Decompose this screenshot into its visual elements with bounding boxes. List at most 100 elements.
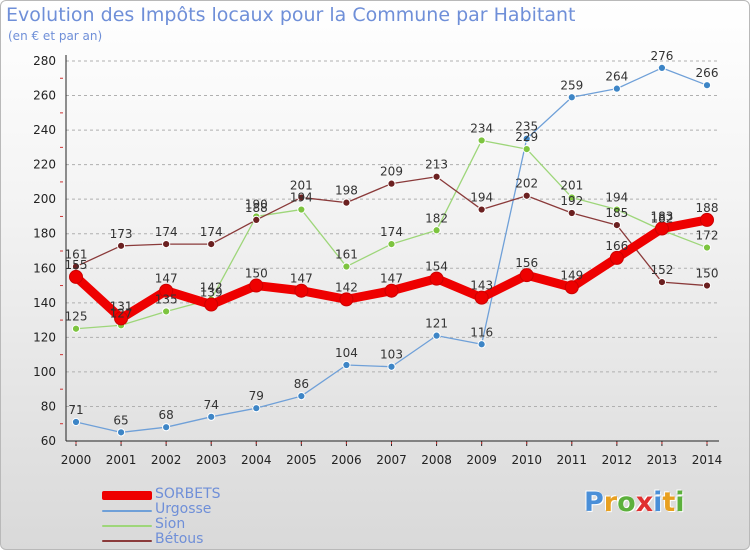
data-point-sion — [702, 243, 712, 252]
data-label-sion: 127 — [110, 306, 133, 320]
data-point-urgosse — [567, 93, 576, 102]
data-point-sion — [612, 205, 621, 214]
data-point-sorbets — [249, 278, 264, 293]
data-point-bétous — [297, 193, 306, 202]
data-label-sion: 229 — [515, 130, 538, 144]
data-label-sion: 194 — [290, 191, 313, 205]
data-label-urgosse: 264 — [605, 70, 628, 84]
data-label-sorbets: 154 — [425, 260, 448, 274]
x-tick-label: 2008 — [421, 453, 452, 467]
legend-label: Sion — [155, 516, 186, 532]
data-point-urgosse — [252, 404, 261, 413]
data-label-sorbets: 143 — [470, 279, 493, 293]
data-point-sorbets — [384, 283, 399, 298]
x-tick-label: 2011 — [557, 453, 588, 467]
data-label-bétous: 161 — [65, 248, 88, 262]
logo-letter: r — [603, 487, 618, 518]
x-tick-label: 2004 — [241, 453, 272, 467]
data-label-urgosse: 68 — [159, 408, 174, 422]
data-point-urgosse — [71, 417, 81, 427]
axes: 60 80 100 120 140 160 180 200 220 240 260 280 2000 20… — [33, 54, 722, 467]
data-labels: 155 131 147 139 150 147 142 147 154 143 156 149 166 1… — [65, 49, 719, 427]
x-tick-label: 2007 — [376, 453, 407, 467]
y-tick-label: 80 — [41, 399, 56, 413]
data-point-sorbets — [159, 283, 174, 298]
data-label-sion: 234 — [470, 121, 493, 135]
data-label-urgosse: 79 — [249, 389, 264, 403]
data-label-urgosse: 116 — [470, 325, 493, 339]
legend-swatch — [102, 510, 152, 512]
data-point-bétous — [116, 241, 126, 250]
data-label-sorbets: 131 — [110, 299, 133, 313]
data-label-sorbets: 147 — [380, 272, 403, 286]
data-label-bétous: 201 — [290, 178, 313, 192]
data-point-urgosse — [612, 84, 621, 93]
logo-letter: t — [662, 487, 676, 518]
data-point-sorbets — [654, 221, 669, 236]
data-point-sion — [567, 193, 576, 202]
data-label-sion: 172 — [696, 229, 719, 243]
data-point-bétous — [432, 172, 441, 181]
y-tick-label: 220 — [33, 158, 56, 172]
data-point-urgosse — [657, 63, 667, 73]
y-tick-label: 280 — [33, 54, 56, 68]
legend-label: SORBETS — [155, 486, 221, 502]
data-label-bétous: 209 — [380, 165, 403, 179]
data-point-urgosse — [477, 340, 486, 349]
data-point-sion — [477, 136, 486, 145]
logo-letter: i — [675, 487, 685, 518]
data-label-sion: 182 — [425, 211, 448, 225]
data-label-sorbets: 150 — [245, 267, 268, 281]
y-tick-label: 100 — [33, 365, 56, 379]
data-point-sorbets — [339, 292, 354, 307]
data-point-bétous — [387, 179, 396, 188]
data-label-urgosse: 65 — [113, 413, 128, 427]
data-label-bétous: 150 — [696, 267, 719, 281]
data-label-bétous: 198 — [335, 184, 358, 198]
data-point-sorbets — [204, 297, 219, 312]
data-label-bétous: 185 — [605, 206, 628, 220]
data-point-bétous — [252, 215, 261, 225]
data-label-sorbets: 139 — [200, 286, 223, 300]
data-point-bétous — [702, 281, 712, 290]
data-point-bétous — [162, 239, 171, 249]
grid — [66, 60, 717, 407]
data-label-bétous: 174 — [155, 225, 178, 239]
x-tick-label: 2013 — [647, 453, 678, 467]
data-label-sion: 182 — [650, 211, 673, 225]
x-tick-label: 2006 — [331, 453, 362, 467]
y-tick-label: 60 — [41, 434, 56, 448]
data-label-urgosse: 103 — [380, 348, 403, 362]
data-point-urgosse — [702, 81, 712, 90]
data-label-sion: 125 — [65, 310, 88, 324]
data-point-urgosse — [522, 134, 531, 143]
data-point-sorbets — [609, 250, 624, 265]
data-point-sorbets — [564, 280, 579, 295]
data-label-sorbets: 142 — [335, 280, 358, 294]
data-label-urgosse: 259 — [560, 78, 583, 92]
legend-label: Bétous — [155, 531, 204, 547]
data-point-bétous — [657, 277, 667, 287]
data-point-urgosse — [116, 428, 126, 437]
data-point-sion — [162, 307, 171, 316]
chart-subtitle: (en € et par an) — [8, 29, 103, 43]
data-point-sion — [432, 226, 441, 235]
x-tick-label: 2012 — [602, 453, 633, 467]
legend-swatch — [102, 540, 152, 542]
data-point-sion — [387, 239, 396, 249]
data-label-sorbets: 149 — [560, 268, 583, 282]
data-point-bétous — [612, 220, 621, 230]
x-tick-label: 2010 — [511, 453, 542, 467]
data-label-urgosse: 104 — [335, 346, 358, 360]
data-label-urgosse: 86 — [294, 377, 309, 391]
data-point-urgosse — [432, 331, 441, 340]
series-lines — [69, 63, 714, 437]
data-label-sion: 174 — [380, 225, 403, 239]
x-tick-label: 2005 — [286, 453, 317, 467]
data-label-sorbets: 155 — [65, 258, 88, 272]
data-label-sion: 142 — [200, 280, 223, 294]
x-tick-label: 2009 — [466, 453, 497, 467]
data-label-sorbets: 183 — [650, 210, 673, 224]
data-label-urgosse: 266 — [696, 66, 719, 80]
